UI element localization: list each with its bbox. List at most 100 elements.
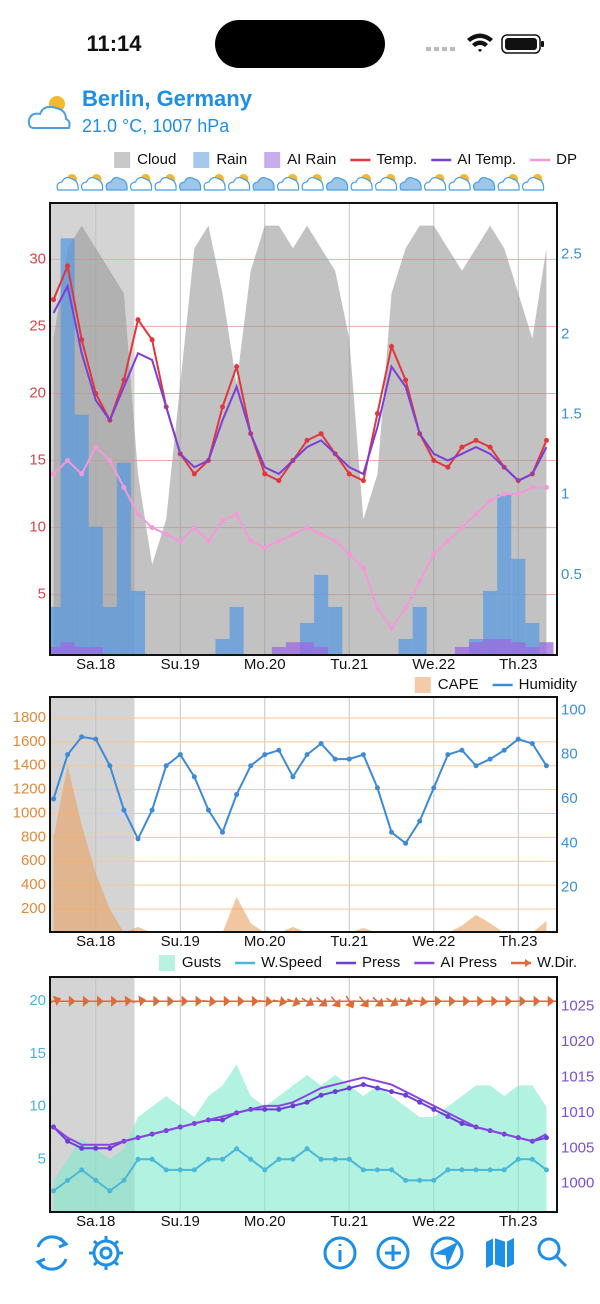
y2-tick-label: 2: [561, 325, 569, 342]
arrow-shape: [512, 995, 527, 1007]
wind-arrow: [316, 996, 328, 1007]
point: [346, 756, 352, 762]
point: [529, 741, 535, 747]
point: [332, 756, 338, 762]
point: [121, 1177, 127, 1183]
cloud: [228, 176, 251, 191]
point: [205, 807, 211, 813]
point: [51, 1188, 57, 1194]
arrow-shape: [330, 996, 341, 1008]
bar: [130, 590, 146, 655]
point: [262, 1167, 268, 1173]
y-tick-label: 30: [29, 250, 46, 267]
arrow-shape: [244, 995, 259, 1007]
point: [177, 1167, 183, 1173]
wind-arrow: [455, 995, 471, 1007]
locate-button[interactable]: [430, 1236, 464, 1270]
point: [445, 464, 451, 470]
map-button[interactable]: [486, 1238, 514, 1268]
arrow-shape: [316, 996, 328, 1007]
point: [543, 763, 549, 769]
arrow-shape: [484, 995, 499, 1007]
point: [403, 377, 409, 383]
point: [234, 1146, 240, 1152]
point: [262, 471, 268, 477]
y-tick-label: 25: [29, 317, 46, 334]
point: [389, 829, 395, 835]
x-tick-label: Sa.18: [76, 656, 115, 673]
point: [318, 431, 324, 437]
y2-tick-label: 1025: [561, 998, 594, 1015]
point: [121, 807, 127, 813]
point: [304, 437, 310, 443]
current-conditions: 21.0 °C, 1007 hPa: [82, 116, 230, 136]
arrow-shape: [50, 995, 62, 1007]
y-tick-label: 1400: [13, 757, 46, 774]
cloud: [252, 176, 275, 191]
point: [431, 785, 437, 791]
cloud: [130, 176, 153, 191]
point: [389, 625, 395, 631]
arrow-shape: [258, 995, 273, 1007]
point: [191, 774, 197, 780]
point: [515, 736, 521, 742]
point: [543, 484, 549, 490]
point: [205, 1156, 211, 1162]
wind-arrow: [484, 995, 499, 1007]
search-button[interactable]: [537, 1237, 568, 1268]
legend-label: Press: [362, 954, 400, 971]
point: [135, 511, 141, 517]
cloud: [203, 176, 226, 191]
point: [177, 752, 183, 758]
cloud: [81, 176, 104, 191]
point: [529, 484, 535, 490]
arrow-shape: [413, 995, 428, 1007]
y2-tick-label: 1020: [561, 1033, 594, 1050]
point: [65, 458, 71, 464]
wind-arrow: [160, 995, 175, 1007]
wind-arrow: [131, 995, 147, 1007]
point: [304, 1099, 310, 1105]
point: [459, 1121, 465, 1127]
point: [262, 545, 268, 551]
settings-button[interactable]: [89, 1236, 123, 1270]
refresh-button[interactable]: [35, 1235, 69, 1271]
point: [79, 734, 85, 740]
bar: [511, 558, 526, 655]
cloud: [326, 176, 349, 191]
x-tick-label: We.22: [412, 933, 455, 950]
wind-arrow: [258, 995, 273, 1007]
point: [304, 1146, 310, 1152]
point: [107, 1145, 113, 1151]
point: [445, 1113, 451, 1119]
arrow-shape: [146, 995, 161, 1007]
info-button[interactable]: [323, 1236, 357, 1270]
point: [360, 1082, 366, 1088]
point: [65, 263, 71, 269]
add-button[interactable]: [376, 1236, 410, 1270]
y-tick-label: 600: [21, 852, 46, 869]
point: [529, 1156, 535, 1162]
legend-label: DP: [556, 151, 577, 168]
point: [79, 1167, 85, 1173]
point: [220, 518, 226, 524]
cloud: [277, 176, 300, 191]
cloud: [473, 176, 496, 191]
arrow-shape: [301, 997, 315, 1007]
bar: [511, 642, 526, 655]
point: [445, 752, 451, 758]
area: [53, 1064, 547, 1212]
wind-arrow: [330, 996, 341, 1008]
bar: [539, 642, 554, 655]
arrow-shape: [131, 995, 147, 1007]
arrow-shape: [272, 995, 287, 1007]
y-tick-label: 10: [29, 1098, 46, 1115]
arrow-shape: [174, 995, 189, 1007]
point: [149, 807, 155, 813]
forecast-icons: [56, 174, 545, 191]
point: [163, 531, 169, 537]
point: [248, 538, 254, 544]
point: [431, 1106, 437, 1112]
point: [262, 752, 268, 758]
